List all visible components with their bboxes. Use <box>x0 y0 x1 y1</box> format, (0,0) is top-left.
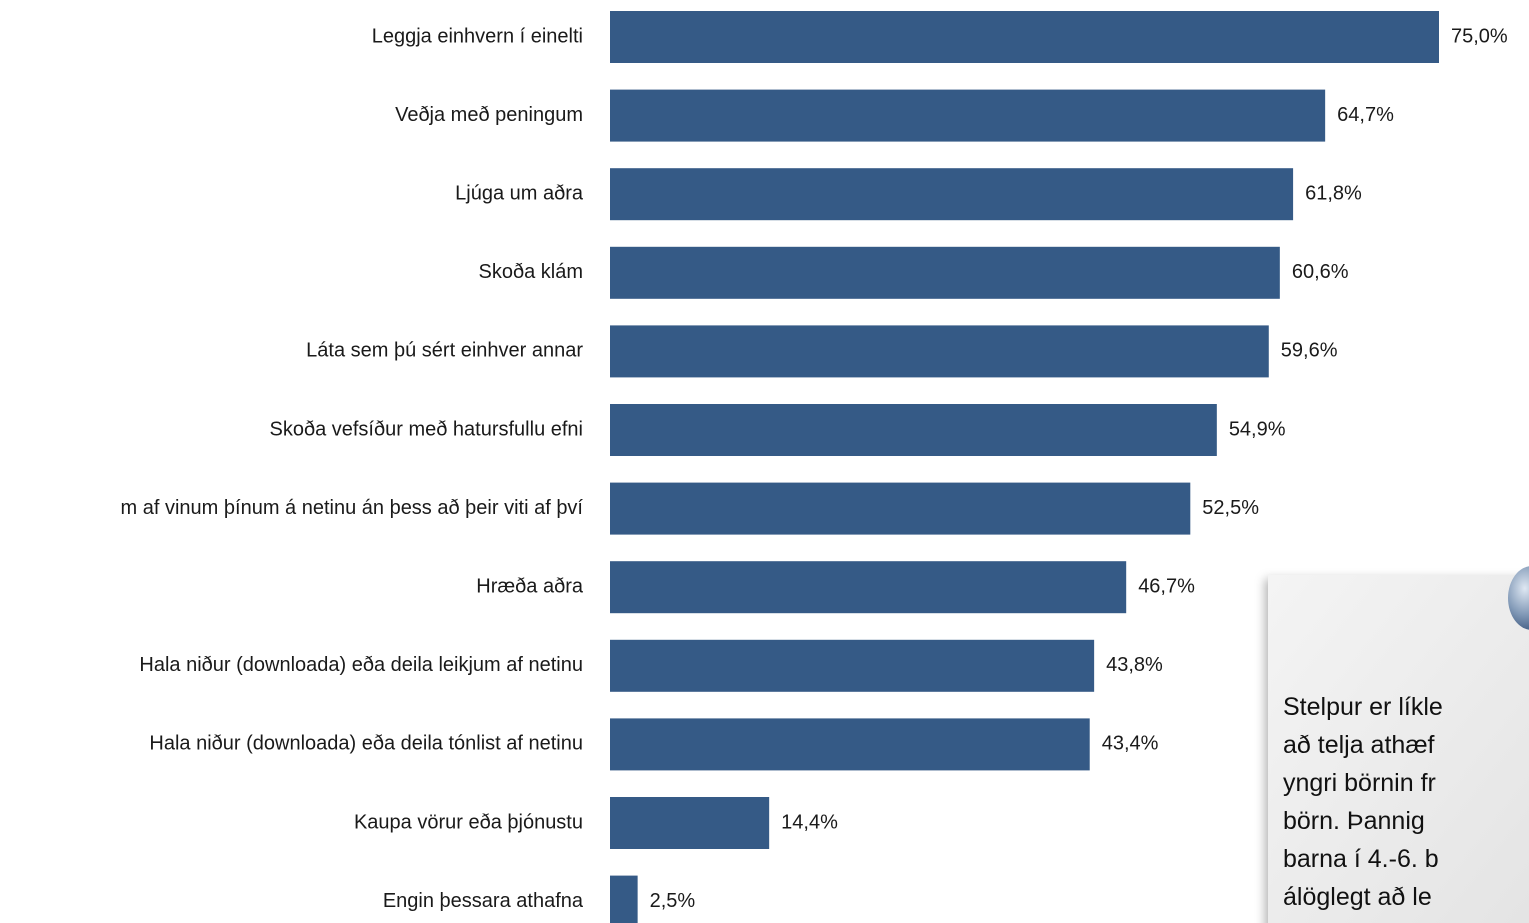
value-label: 64,7% <box>1337 104 1394 126</box>
category-label: Láta sem þú sért einhver annar <box>306 340 583 362</box>
note-text: Stelpur er líkle <box>1283 693 1443 721</box>
note-text: að telja athæf <box>1283 731 1435 759</box>
category-label: Kaupa vörur eða þjónustu <box>354 811 583 833</box>
note-box: Stelpur er líkle að telja athæf yngri börn… <box>1268 566 1529 923</box>
value-label: 43,4% <box>1102 733 1159 755</box>
value-label: 60,6% <box>1292 261 1349 283</box>
category-label: Veðja með peningum <box>395 104 583 126</box>
value-label: 43,8% <box>1106 654 1163 676</box>
category-label: m af vinum þínum á netinu án þess að þei… <box>121 497 584 519</box>
note-paper <box>1268 575 1529 923</box>
category-label: Hala niður (downloada) eða deila leikjum… <box>139 654 583 676</box>
value-label: 46,7% <box>1138 575 1195 597</box>
value-label: 61,8% <box>1305 182 1362 204</box>
bar <box>610 561 1127 614</box>
value-label: 54,9% <box>1229 418 1286 440</box>
bar <box>610 89 1326 142</box>
note-text: yngri börnin fr <box>1283 769 1436 797</box>
bar <box>610 246 1280 299</box>
value-label: 59,6% <box>1281 340 1338 362</box>
bar <box>610 639 1095 692</box>
bar <box>610 11 1439 63</box>
bar <box>610 797 770 849</box>
note-text: börn. Þannig <box>1283 807 1425 835</box>
note-text: álöglegt að le <box>1283 883 1432 911</box>
note-text: barna í 4.-6. b <box>1283 845 1439 873</box>
pin-icon <box>1508 566 1529 630</box>
bar <box>610 718 1090 771</box>
category-label: Skoða vefsíður með hatursfullu efni <box>269 418 583 440</box>
bar <box>610 404 1217 456</box>
value-label: 14,4% <box>781 811 838 833</box>
bar <box>610 482 1191 535</box>
category-label: Leggja einhvern í einelti <box>372 25 583 47</box>
category-label: Hræða aðra <box>476 575 584 597</box>
bar <box>610 875 638 923</box>
category-label: Ljúga um aðra <box>455 182 584 204</box>
bar <box>610 168 1294 221</box>
value-label: 75,0% <box>1451 25 1508 47</box>
category-label: Hala niður (downloada) eða deila tónlist… <box>149 733 583 755</box>
category-label: Engin þessara athafna <box>383 890 584 912</box>
bar <box>610 325 1269 378</box>
category-label: Skoða klám <box>479 261 584 283</box>
value-label: 2,5% <box>650 890 696 912</box>
value-label: 52,5% <box>1202 497 1259 519</box>
